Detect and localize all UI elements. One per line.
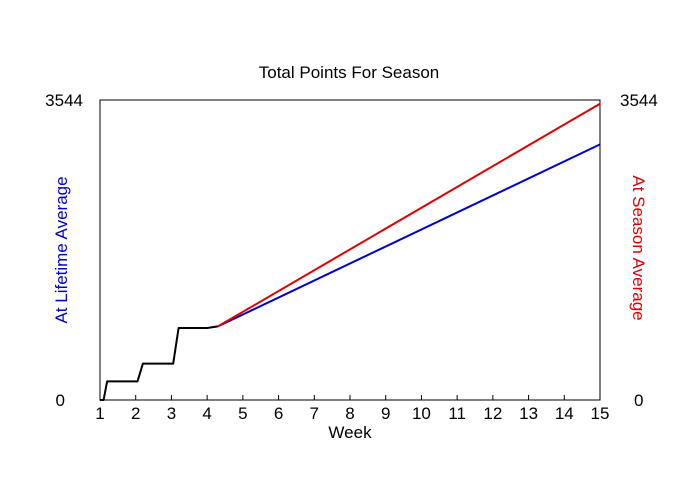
x-tick-label: 2 <box>131 404 140 423</box>
x-tick-label: 7 <box>310 404 319 423</box>
x-tick-label: 13 <box>519 404 538 423</box>
y-axis-label-right: At Season Average <box>629 175 648 320</box>
x-tick-label: 12 <box>483 404 502 423</box>
series-layer <box>100 102 601 401</box>
y-axis-label-left: At Lifetime Average <box>52 176 71 323</box>
y-tick-left-0: 0 <box>56 391 65 410</box>
x-tick-label: 6 <box>274 404 283 423</box>
y-tick-left-max: 3544 <box>45 91 83 110</box>
series-line-season <box>217 102 601 328</box>
x-tick-label: 9 <box>381 404 390 423</box>
x-tick-label: 3 <box>167 404 176 423</box>
x-tick-label: 1 <box>95 404 104 423</box>
x-tick-label: 14 <box>555 404 574 423</box>
x-axis-ticks: 1 2 3 4 5 6 7 8 9 10 11 12 13 14 15 <box>95 395 609 423</box>
x-tick-label: 5 <box>238 404 247 423</box>
x-tick-label: 11 <box>448 404 466 423</box>
x-axis-label: Week <box>328 423 372 442</box>
x-tick-label: 4 <box>202 404 211 423</box>
x-tick-label: 10 <box>412 404 431 423</box>
series-line-actual <box>100 325 219 401</box>
chart-title: Total Points For Season <box>259 63 439 82</box>
series-line-lifetime <box>217 143 601 328</box>
x-tick-label: 15 <box>591 404 610 423</box>
x-tick-label: 8 <box>345 404 354 423</box>
y-tick-right-max: 3544 <box>620 91 658 110</box>
y-tick-right-0: 0 <box>634 391 643 410</box>
